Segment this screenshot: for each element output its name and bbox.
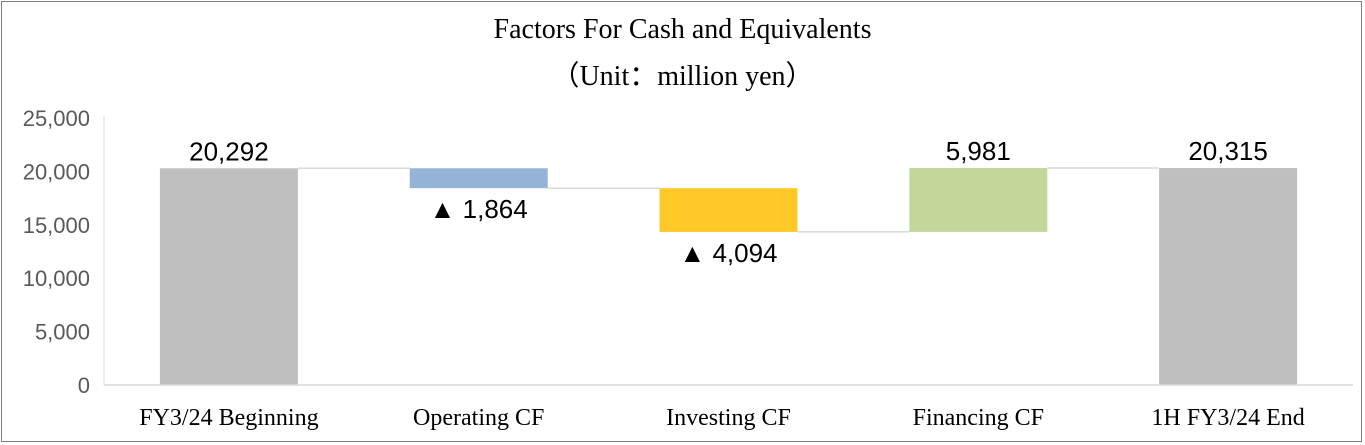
chart-subtitle: （Unit：million yen） <box>551 61 814 92</box>
y-tick-label: 15,000 <box>23 213 90 238</box>
x-tick-label: Financing CF <box>913 405 1044 431</box>
bar-1 <box>159 168 298 385</box>
data-label: ▲ 4,094 <box>679 238 777 268</box>
data-label: 20,315 <box>1188 136 1268 166</box>
bar-3 <box>659 188 798 232</box>
x-tick-label: Investing CF <box>666 405 791 431</box>
data-label: 5,981 <box>946 136 1011 166</box>
y-tick-label: 20,000 <box>23 159 90 184</box>
y-tick-label: 5,000 <box>35 320 90 345</box>
x-tick-label: Operating CF <box>413 405 544 431</box>
data-label: ▲ 1,864 <box>430 194 528 224</box>
y-tick-label: 25,000 <box>23 106 90 131</box>
x-tick-label: FY3/24 Beginning <box>139 405 318 431</box>
chart-title: Factors For Cash and Equivalents <box>493 14 872 45</box>
y-tick-label: 0 <box>78 373 90 398</box>
bar-2 <box>409 168 548 189</box>
data-label: 20,292 <box>189 136 269 166</box>
bar-4 <box>909 168 1048 232</box>
y-tick-label: 10,000 <box>23 266 90 291</box>
x-tick-label: 1H FY3/24 End <box>1151 405 1304 431</box>
bar-5 <box>1159 168 1298 385</box>
